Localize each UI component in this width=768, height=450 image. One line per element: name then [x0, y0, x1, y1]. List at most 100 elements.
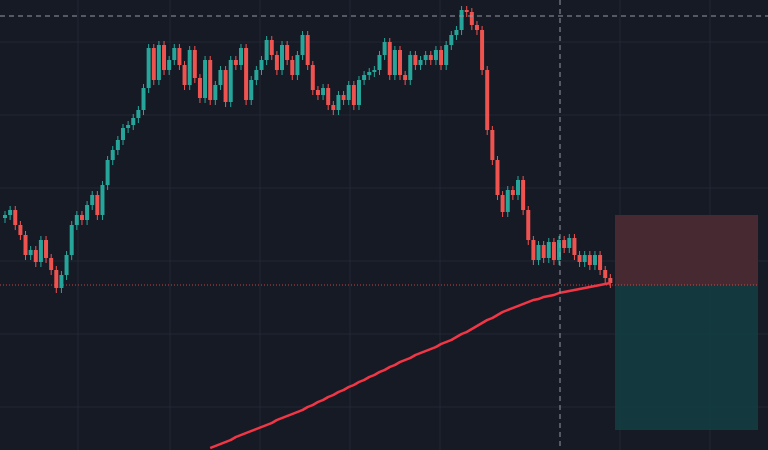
- candle-body: [233, 60, 238, 65]
- candle-body: [505, 190, 510, 212]
- target-zone: [615, 285, 758, 430]
- candle-body: [90, 195, 95, 205]
- candle-body: [244, 48, 249, 100]
- candle-body: [572, 238, 577, 255]
- candle-body: [454, 30, 459, 35]
- candle-body: [151, 48, 156, 80]
- candle-body: [362, 75, 367, 80]
- candle-body: [439, 50, 444, 65]
- candle-body: [551, 242, 556, 260]
- candle-body: [203, 60, 208, 98]
- candle-body: [382, 42, 387, 55]
- candle-body: [100, 185, 105, 215]
- candle-body: [223, 70, 228, 102]
- candle-body: [85, 205, 90, 220]
- candle-body: [264, 40, 269, 60]
- candle-body: [59, 275, 64, 288]
- candle-body: [469, 12, 474, 25]
- stop-zone: [615, 215, 758, 285]
- candle-body: [167, 60, 172, 70]
- candle-body: [192, 50, 197, 78]
- candle-body: [238, 48, 243, 65]
- candle-body: [95, 195, 100, 215]
- candle-body: [105, 160, 110, 185]
- candle-body: [464, 10, 469, 12]
- candle-body: [44, 240, 49, 258]
- candle-body: [372, 70, 377, 72]
- candle-body: [377, 55, 382, 70]
- candle-body: [208, 60, 213, 100]
- candle-body: [18, 225, 23, 235]
- candle-body: [356, 80, 361, 105]
- candle-body: [321, 88, 326, 95]
- candle-body: [33, 250, 38, 262]
- candle-body: [557, 240, 562, 260]
- candle-body: [162, 45, 167, 70]
- candle-body: [567, 238, 572, 248]
- candle-body: [387, 42, 392, 75]
- candle-body: [428, 55, 433, 60]
- candle-body: [423, 55, 428, 60]
- candle-body: [403, 75, 408, 80]
- candle-body: [280, 45, 285, 70]
- candle-body: [351, 85, 356, 105]
- candle-body: [608, 278, 613, 283]
- candle-body: [290, 60, 295, 75]
- candle-body: [592, 255, 597, 265]
- candle-body: [285, 45, 290, 60]
- candle-body: [331, 105, 336, 110]
- candle-body: [587, 255, 592, 265]
- candle-body: [341, 95, 346, 100]
- candle-body: [459, 10, 464, 30]
- candle-body: [562, 240, 567, 248]
- candle-body: [531, 240, 536, 260]
- candle-body: [156, 45, 161, 80]
- candle-body: [310, 65, 315, 90]
- candle-body: [516, 180, 520, 195]
- candle-body: [115, 140, 120, 150]
- candle-body: [295, 55, 300, 75]
- candle-body: [74, 215, 79, 225]
- candle-body: [8, 210, 13, 215]
- candle-body: [346, 85, 351, 100]
- candle-body: [64, 255, 69, 275]
- candle-body: [197, 78, 202, 98]
- candle-body: [38, 240, 43, 262]
- candle-body: [598, 255, 603, 270]
- candle-body: [228, 60, 233, 102]
- candle-body: [172, 48, 177, 60]
- candle-body: [300, 35, 305, 55]
- candle-body: [336, 95, 341, 110]
- candle-body: [444, 45, 449, 65]
- candle-body: [474, 25, 479, 30]
- candle-body: [582, 255, 587, 262]
- candle-body: [408, 55, 413, 80]
- candle-body: [254, 70, 259, 80]
- candle-body: [315, 90, 320, 95]
- candle-body: [536, 245, 541, 260]
- candle-body: [213, 85, 218, 100]
- candle-body: [79, 215, 84, 220]
- candle-body: [392, 50, 397, 75]
- candle-body: [110, 150, 115, 160]
- candle-body: [418, 60, 423, 65]
- candle-body: [141, 88, 146, 110]
- candle-body: [54, 270, 59, 288]
- candle-body: [218, 70, 223, 85]
- candle-body: [120, 128, 125, 140]
- candle-body: [495, 160, 500, 195]
- candle-body: [259, 60, 264, 70]
- candle-body: [187, 50, 192, 85]
- candle-body: [367, 72, 372, 75]
- candle-body: [449, 35, 454, 45]
- candle-body: [326, 88, 331, 105]
- candle-body: [131, 118, 136, 125]
- candle-body: [182, 65, 187, 85]
- candle-body: [480, 30, 485, 70]
- candle-body: [274, 55, 279, 70]
- candle-body: [413, 55, 418, 65]
- candle-body: [249, 80, 254, 100]
- candle-body: [28, 250, 33, 255]
